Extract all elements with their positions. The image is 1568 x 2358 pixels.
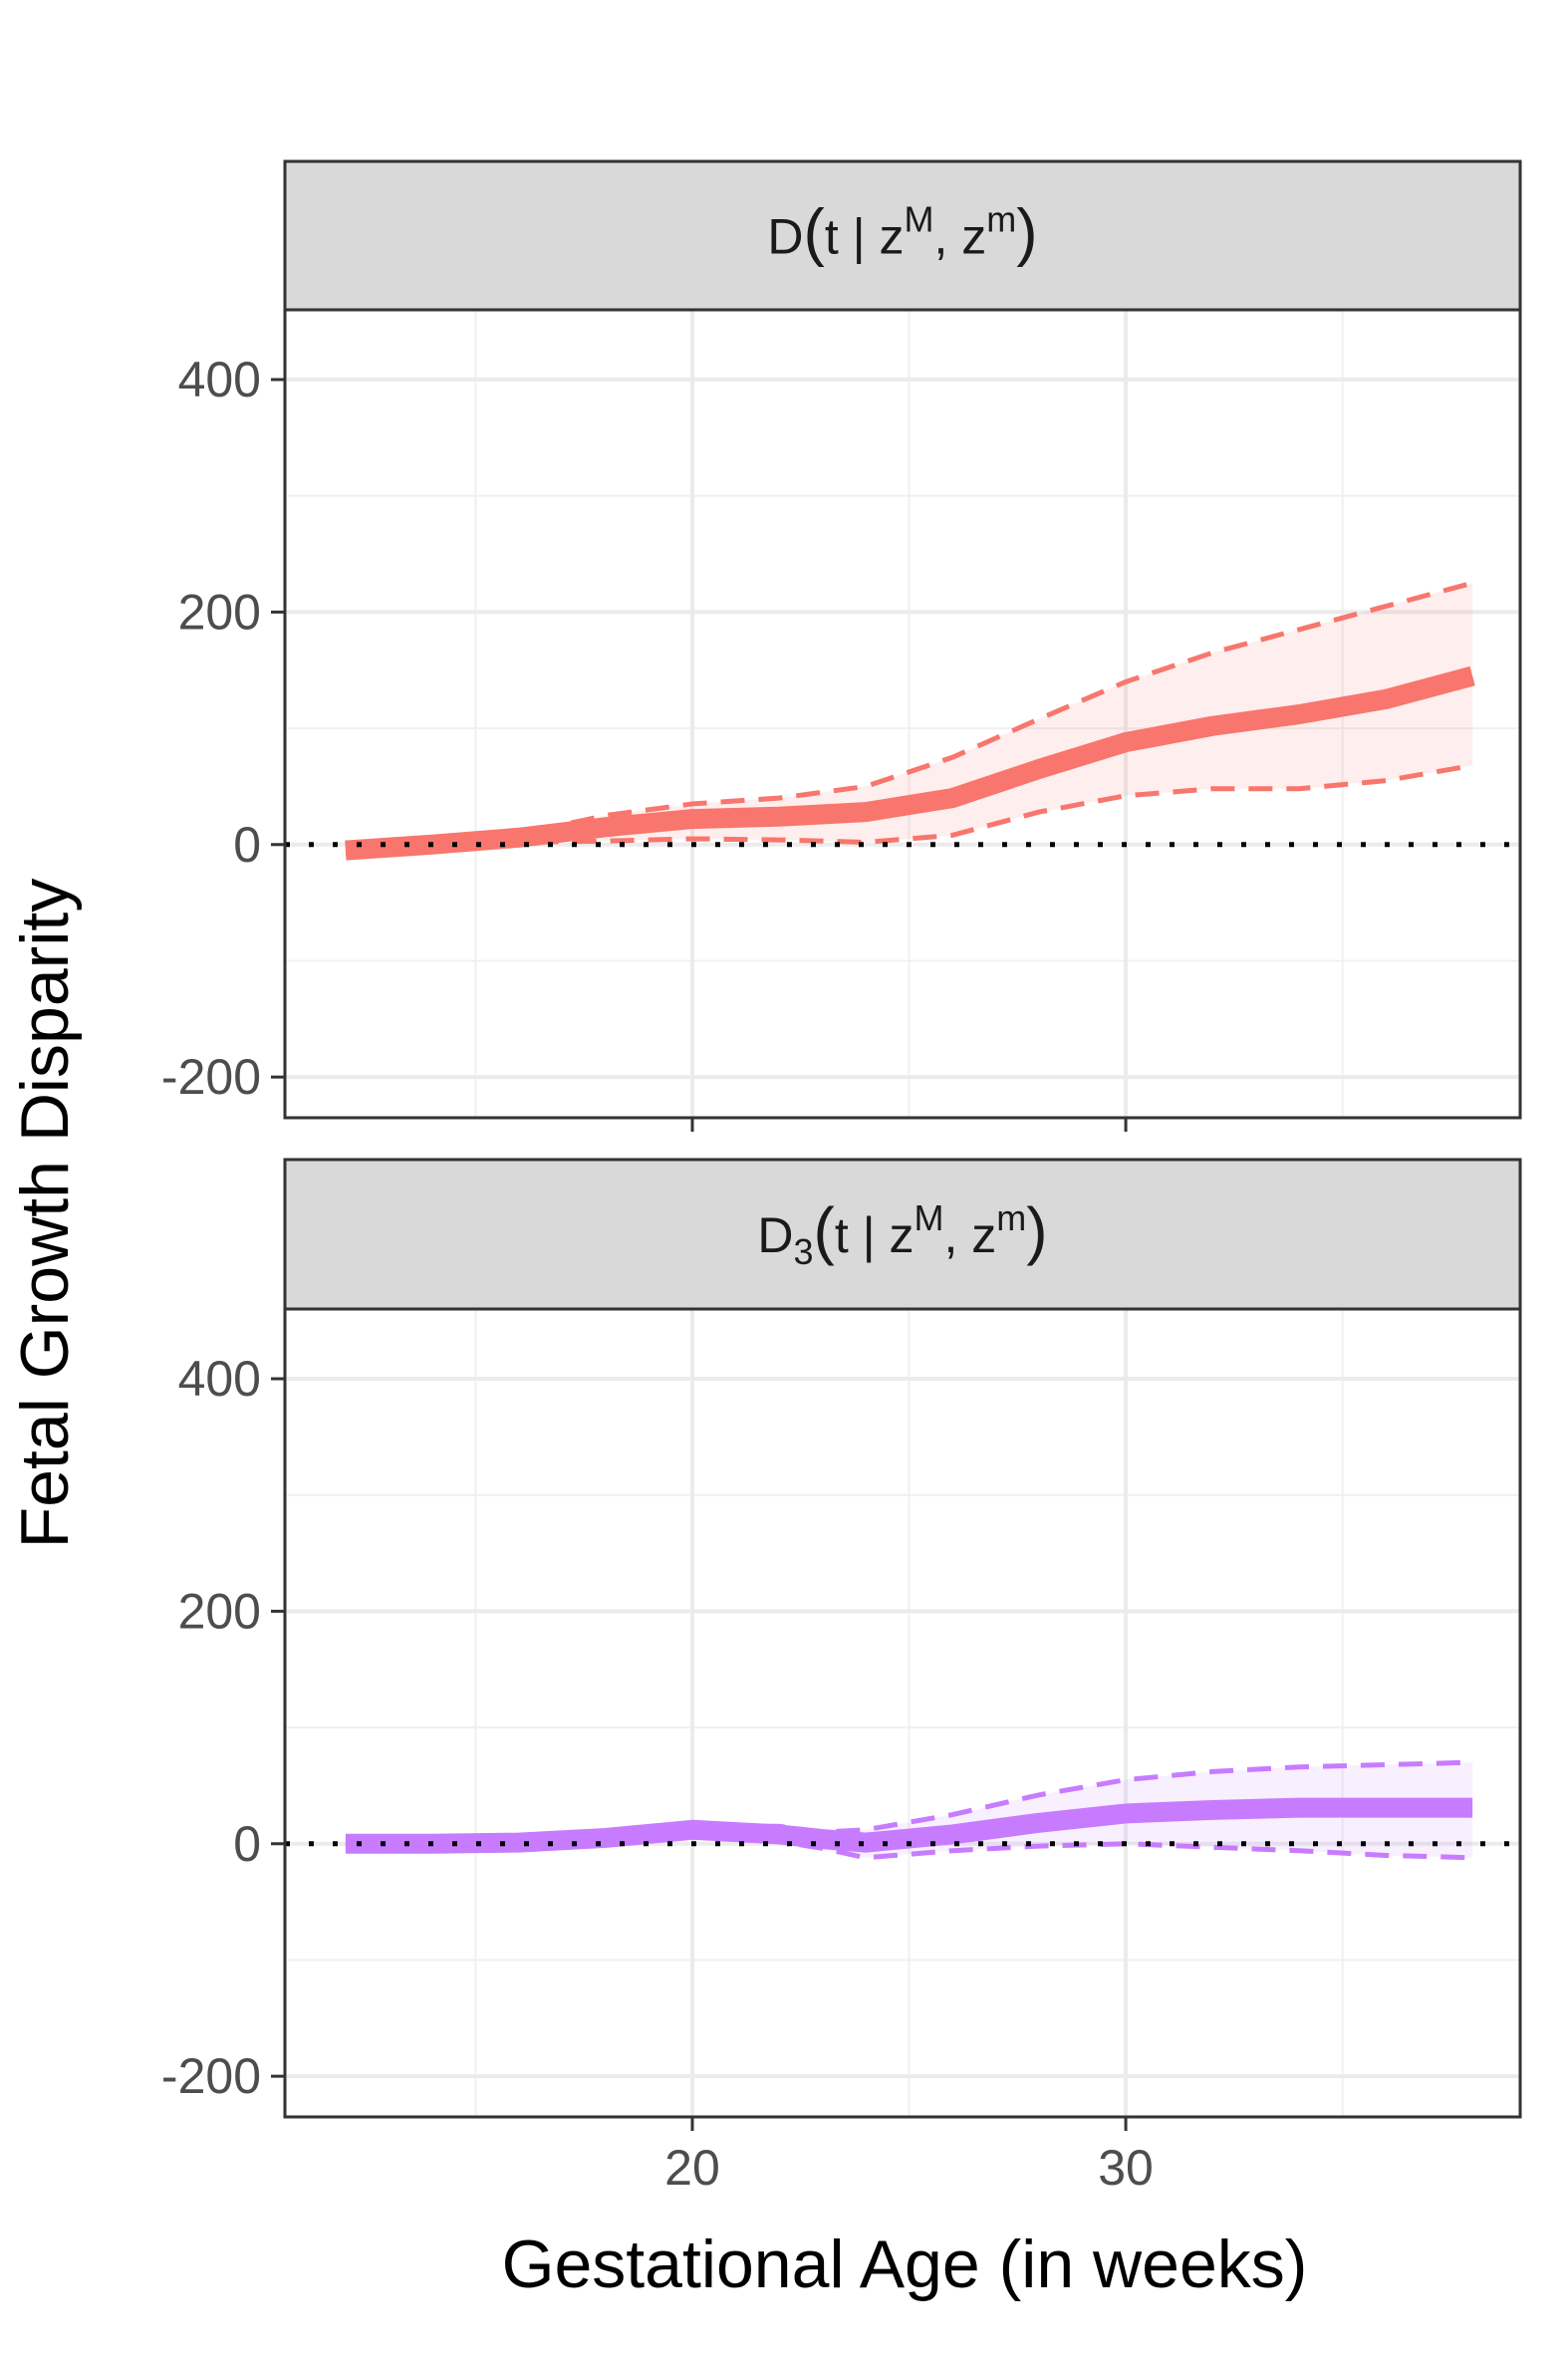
facet-strip [283,1158,1522,1311]
strip-superscript-1: M [904,199,933,240]
facet-strip-label: D3(t | zM, zm) [757,1194,1047,1272]
strip-close-paren: ) [1016,196,1037,268]
estimate-line [345,1797,1473,1854]
strip-superscript-2: m [996,1197,1026,1238]
strip-superscript-2: m [986,199,1016,240]
estimate-line [345,665,1475,861]
y-tick-label: -200 [161,2048,261,2104]
strip-main-symbol: D [757,1207,793,1263]
y-tick-label: 400 [178,352,261,407]
strip-open-paren: ( [804,196,825,268]
y-tick-label: 0 [233,1816,261,1872]
upper-bound-line [345,580,1473,851]
strip-superscript-1: M [915,1197,944,1238]
x-axis-title: Gestational Age (in weeks) [502,2227,1308,2302]
y-tick-label: -200 [161,1049,261,1105]
lower-bound-line [345,1834,1473,1861]
y-tick-label: 400 [178,1351,261,1407]
strip-body: t | z [835,1207,915,1263]
x-tick-label: 30 [1098,2140,1154,2196]
panel-background [285,1309,1520,2117]
y-tick-label: 0 [233,817,261,873]
strip-body: t | z [825,209,905,265]
y-tick-label: 200 [178,1583,261,1639]
y-axis-title: Fetal Growth Disparity [7,879,83,1549]
y-tick-label: 200 [178,584,261,640]
strip-close-paren: ) [1026,1194,1047,1266]
facet-strip [283,159,1522,312]
facet-strip-label: D(t | zM, zm) [767,196,1037,268]
x-tick-label: 20 [664,2140,720,2196]
strip-separator: , z [944,1207,997,1263]
strip-subscript: 3 [793,1231,813,1272]
strip-main-symbol: D [767,209,803,265]
strip-open-paren: ( [814,1194,835,1266]
confidence-band [345,583,1473,853]
strip-separator: , z [933,209,986,265]
